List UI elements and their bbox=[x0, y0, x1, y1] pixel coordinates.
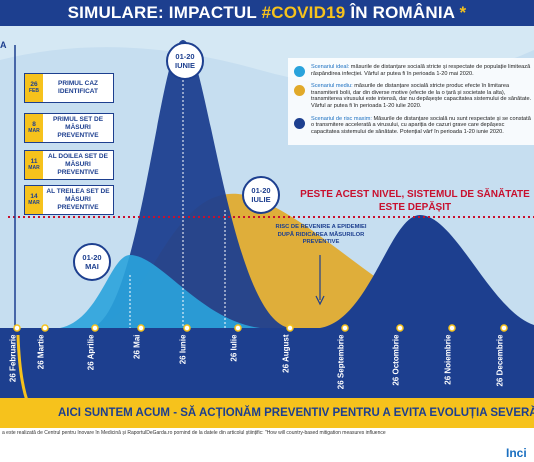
event-month: FEB bbox=[29, 88, 39, 94]
date-dot bbox=[448, 324, 456, 332]
legend-dot bbox=[294, 85, 305, 97]
peak-range: 01-20 bbox=[82, 253, 102, 262]
date-dot bbox=[234, 324, 242, 332]
x-label: 26 Martie bbox=[36, 334, 46, 370]
curve-ideal bbox=[60, 255, 260, 328]
title-hashtag: #COVID19 bbox=[261, 3, 346, 22]
footer-text: a este realizată de Centrul pentru Inova… bbox=[2, 430, 386, 436]
peak-badge: 01-20 MAI bbox=[73, 243, 111, 281]
arrow-head bbox=[315, 295, 325, 306]
event-day: 11 bbox=[30, 158, 38, 165]
peak-range: 01-20 bbox=[251, 186, 271, 195]
event-text: PRIMUL CAZ IDENTIFICAT bbox=[58, 80, 98, 95]
legend-head: Scenariul ideal: bbox=[311, 64, 350, 70]
legend-body: Măsurile de distanțare socială nu sunt r… bbox=[311, 115, 531, 135]
legend-item: Scenariul mediu: măsurile de distanțare … bbox=[294, 83, 534, 109]
date-dot bbox=[91, 324, 99, 332]
event-month: MAR bbox=[28, 200, 40, 206]
risk-note: RISC DE REVENIRE A EPIDEMIEI DUPĂ RIDICA… bbox=[275, 224, 367, 245]
event-date: 26 FEB bbox=[25, 74, 43, 102]
capacity-warning: PESTE ACEST NIVEL, SISTEMUL DE SĂNĂTATE … bbox=[300, 189, 530, 213]
x-label: 26 August bbox=[281, 334, 291, 373]
event-date: 8 MAR bbox=[25, 114, 43, 142]
legend-item: Scenariul de risc maxim: Măsurile de dis… bbox=[294, 116, 534, 136]
date-dot bbox=[41, 324, 49, 332]
timeline-event: 14 MAR AL TREILEA SET DE MĂSURI PREVENTIVE bbox=[24, 185, 114, 215]
curve-risk bbox=[90, 40, 290, 328]
logo: Inci bbox=[506, 446, 527, 460]
legend-body: măsurile de distanțare socială stricte ș… bbox=[311, 64, 531, 77]
x-label: 26 Decembrie bbox=[495, 334, 505, 387]
footer bbox=[0, 428, 534, 462]
edge-letter: A bbox=[0, 40, 7, 50]
event-day: 26 bbox=[30, 81, 38, 88]
peak-month: IULIE bbox=[251, 195, 271, 204]
date-dot bbox=[13, 324, 21, 332]
event-day: 14 bbox=[30, 193, 38, 200]
legend-text: Scenariul mediu: măsurile de distanțare … bbox=[311, 83, 534, 109]
x-label: 26 Aprilie bbox=[86, 334, 96, 371]
title-asterisk: * bbox=[459, 3, 467, 22]
date-dot bbox=[341, 324, 349, 332]
peak-range: 01-20 bbox=[175, 52, 195, 61]
event-text: AL TREILEA SET DE MĂSURI PREVENTIVE bbox=[46, 188, 110, 211]
legend-body: măsurile de distanțare socială stricte p… bbox=[311, 83, 532, 109]
legend-dot bbox=[294, 117, 305, 129]
x-label: 26 Iulie bbox=[229, 334, 239, 362]
title-text: SIMULARE: IMPACTUL bbox=[67, 3, 262, 22]
event-date: 11 MAR bbox=[25, 151, 43, 179]
event-text: AL DOILEA SET DE MĂSURI PREVENTIVE bbox=[48, 153, 108, 176]
legend: Scenariul ideal: măsurile de distanțare … bbox=[288, 58, 534, 146]
date-dot bbox=[286, 324, 294, 332]
date-dot bbox=[183, 324, 191, 332]
legend-dot bbox=[294, 66, 305, 77]
peak-month: MAI bbox=[85, 262, 99, 271]
date-dot bbox=[500, 324, 508, 332]
x-label: 26 Februarie bbox=[8, 334, 18, 383]
date-dot bbox=[137, 324, 145, 332]
title: SIMULARE: IMPACTUL #COVID19 ÎN ROMÂNIA * bbox=[0, 0, 534, 26]
event-month: MAR bbox=[28, 128, 40, 134]
x-label: 26 Iunie bbox=[178, 334, 188, 365]
peak-badge: 01-20 IULIE bbox=[242, 176, 280, 214]
x-label: 26 Mai bbox=[132, 334, 142, 359]
date-dot bbox=[396, 324, 404, 332]
event-day: 8 bbox=[32, 121, 36, 128]
event-date: 14 MAR bbox=[25, 186, 43, 214]
axis-band bbox=[0, 328, 534, 398]
x-label: 26 Noiembrie bbox=[443, 334, 453, 385]
x-label: 26 Octombrie bbox=[391, 334, 401, 386]
curve-second-wave bbox=[320, 215, 534, 328]
legend-head: Scenariul de risc maxim: bbox=[311, 115, 372, 122]
x-label: 26 Septembrie bbox=[336, 334, 346, 390]
legend-head: Scenariul mediu: bbox=[311, 83, 353, 90]
timeline-event: 26 FEB PRIMUL CAZ IDENTIFICAT bbox=[24, 73, 114, 103]
legend-item: Scenariul ideal: măsurile de distanțare … bbox=[294, 64, 534, 77]
timeline-event: 11 MAR AL DOILEA SET DE MĂSURI PREVENTIVE bbox=[24, 150, 114, 180]
legend-text: Scenariul ideal: măsurile de distanțare … bbox=[311, 64, 534, 77]
timeline-event: 8 MAR PRIMUL SET DE MĂSURI PREVENTIVE bbox=[24, 113, 114, 143]
banner: AICI SUNTEM ACUM - SĂ ACȚIONĂM PREVENTIV… bbox=[0, 398, 534, 428]
title-text: ÎN ROMÂNIA bbox=[345, 3, 460, 22]
event-month: MAR bbox=[28, 165, 40, 171]
event-text: PRIMUL SET DE MĂSURI PREVENTIVE bbox=[52, 116, 104, 139]
legend-text: Scenariul de risc maxim: Măsurile de dis… bbox=[311, 116, 534, 136]
peak-badge: 01-20 IUNIE bbox=[166, 42, 204, 80]
peak-month: IUNIE bbox=[174, 61, 195, 70]
